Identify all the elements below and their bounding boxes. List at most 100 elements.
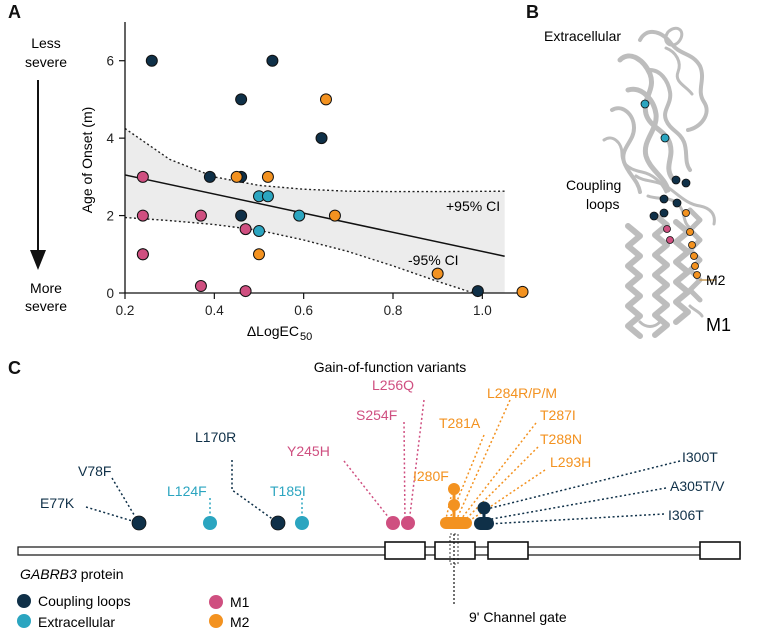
x-tick-label: 1.0 (473, 303, 492, 318)
point-m2 (431, 267, 444, 280)
confidence-band (125, 128, 505, 293)
legend-swatch-extracellular (17, 614, 31, 628)
point-m2 (253, 248, 265, 261)
point-coupling-loops (471, 285, 484, 298)
atom-coupling-3 (659, 194, 669, 204)
point-coupling-loops (235, 93, 248, 106)
point-coupling-loops (266, 54, 279, 67)
point-m2 (320, 93, 332, 106)
point-coupling-loops (145, 54, 158, 67)
coupling-loop-1 (634, 174, 716, 226)
transmembrane-m3-box (487, 541, 529, 560)
coupling-label-line1: Coupling (566, 177, 621, 193)
variant-label: L124F (167, 483, 207, 499)
ci-upper-label: +95% CI (446, 198, 500, 214)
transmembrane-m2-box (434, 541, 476, 560)
point-m2 (328, 209, 341, 222)
y-tick-label: 2 (106, 209, 114, 224)
protein-structure-cartoon (602, 26, 717, 339)
point-m1 (136, 209, 149, 222)
point-m2 (516, 285, 529, 298)
leader-A305T (485, 487, 667, 521)
variant-label: A305T/V (670, 478, 725, 494)
variant-label: I280F (413, 468, 449, 484)
legend: Coupling loops Extracellular M1 M2 (17, 593, 250, 630)
atom-m2-1 (682, 209, 690, 217)
dot-E77K-V78F (131, 515, 147, 531)
atom-coupling-4 (672, 198, 682, 208)
point-extracellular (293, 209, 306, 222)
severity-bottom-line2: severe (25, 298, 67, 314)
m2-label: M2 (706, 272, 726, 288)
atom-m1-1 (663, 225, 671, 233)
legend-swatch-coupling (17, 594, 31, 608)
atom-extracellular-2 (660, 133, 670, 143)
beta-sheet-2 (625, 86, 671, 193)
protein-gene: GABRB3 (20, 566, 77, 582)
x-tick-label: 0.4 (205, 303, 224, 318)
legend-label-extracellular: Extracellular (38, 614, 115, 630)
variant-labels: E77K V78F L124F L170R T185I Y245H S254F … (40, 377, 725, 523)
dot-M2-stack-top (448, 483, 460, 495)
atom-m2-3 (688, 241, 696, 249)
panel-b-structure: Extracellular Coupling loops M2 M1 (544, 26, 731, 339)
y-tick-label: 6 (106, 54, 114, 69)
x-axis-label: ΔLogEC (247, 323, 299, 339)
beta-sheet-4 (648, 68, 692, 172)
severity-top-line1: Less (31, 35, 61, 51)
x-axis-label-subscript: 50 (300, 331, 312, 343)
ci-lower-label: -95% CI (408, 252, 459, 268)
severity-top-line2: severe (25, 54, 67, 70)
legend-label-m2: M2 (230, 614, 250, 630)
variant-label: L170R (195, 429, 236, 445)
top-helix-coil (664, 26, 684, 47)
protein-backbone (17, 546, 741, 556)
data-points (136, 54, 529, 298)
atom-m1-2 (666, 236, 674, 244)
point-m1 (136, 248, 149, 261)
panel-c-protein-map: Gain-of-function variants 9' Channel gat… (17, 359, 741, 630)
point-m2 (230, 170, 243, 183)
protein-suffix: protein (77, 566, 124, 582)
variant-label: V78F (78, 463, 111, 479)
m1-label: M1 (706, 315, 731, 335)
structure-variant-atoms (640, 99, 701, 279)
leader-L170R (231, 460, 279, 524)
point-extracellular (261, 190, 274, 203)
intracellular-tail (688, 304, 704, 318)
dot-M2-stack-mid (448, 499, 460, 511)
leader-T287I (457, 422, 537, 524)
x-tick-label: 0.6 (294, 303, 313, 318)
leader-L293H (465, 469, 546, 524)
leader-L256Q (408, 399, 425, 524)
beta-sheet-1 (617, 53, 675, 181)
leader-T288N (461, 446, 539, 524)
helix-m3 (673, 219, 691, 325)
x-ticks: 0.2 0.4 0.6 0.8 1.0 (116, 293, 492, 318)
x-tick-label: 0.8 (384, 303, 403, 318)
extracellular-loop-2 (602, 136, 668, 194)
helix-m1 (652, 212, 670, 338)
dot-L170R (270, 515, 286, 531)
ci-lower-line (124, 216, 474, 294)
atom-m2-2 (686, 228, 694, 236)
atom-coupling-1 (671, 175, 681, 185)
variant-label: T288N (540, 431, 582, 447)
x-tick-label: 0.2 (116, 303, 135, 318)
legend-label-m1: M1 (230, 594, 250, 610)
dot-L124F (203, 516, 217, 530)
variant-label: L284R/P/M (487, 385, 557, 401)
leader-I280F (444, 483, 455, 524)
leader-S254F (403, 421, 406, 524)
leader-V78F (111, 477, 140, 524)
dot-S254F-L256Q (401, 516, 415, 530)
channel-gate-marker (449, 533, 459, 565)
point-m1 (239, 223, 252, 236)
regression-line (124, 174, 505, 257)
severity-arrow-head (30, 250, 46, 270)
atom-m2-5 (691, 262, 699, 270)
variant-dots (131, 483, 494, 531)
dot-T185I (295, 516, 309, 530)
point-coupling-loops (203, 170, 216, 183)
